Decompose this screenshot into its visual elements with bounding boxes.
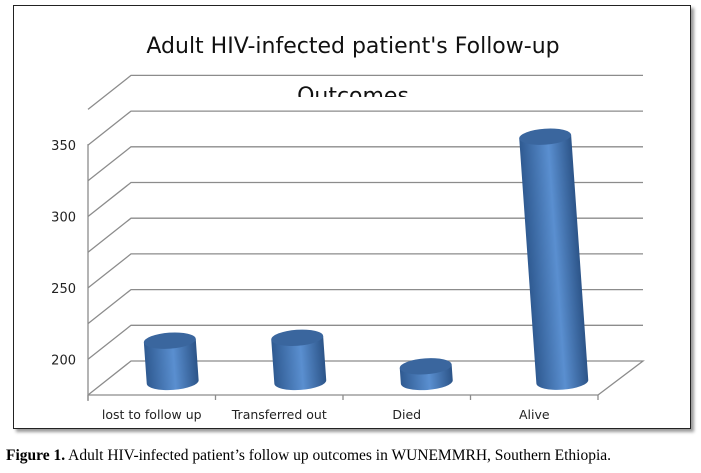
x-category-label: Transferred out [231, 407, 327, 422]
bar-top [143, 332, 196, 349]
floor [87, 360, 645, 396]
gridline [87, 253, 643, 289]
bar-top [519, 128, 572, 145]
bar-top [399, 358, 452, 375]
y-tick-label: 300 [51, 211, 76, 226]
gridline [87, 146, 643, 182]
gridline [87, 110, 643, 146]
gridline [87, 288, 643, 325]
bar-top [271, 329, 324, 346]
y-tick-label: 250 [51, 282, 76, 297]
gridline [87, 324, 643, 360]
gridline [87, 74, 643, 110]
chart-title-line2: Outcomes [297, 84, 409, 109]
y-tick-label: 350 [51, 139, 76, 154]
gridline [87, 217, 643, 253]
x-category-label: Alive [519, 407, 550, 422]
figure-caption: Figure 1. Adult HIV-infected patient’s f… [6, 447, 611, 465]
caption-text: Adult HIV-infected patient’s follow up o… [65, 447, 612, 464]
bar-transferred-out [271, 335, 327, 391]
x-category-label: Died [392, 407, 421, 422]
bar-lost-to-follow-up [143, 338, 199, 391]
bar-alive [519, 134, 589, 390]
x-category-label: lost to follow up [102, 407, 202, 422]
chart-title-line1: Adult HIV-infected patient's Follow-up [146, 34, 559, 59]
y-tick-label: 200 [51, 353, 76, 368]
caption-label: Figure 1. [6, 447, 66, 464]
gridline [87, 181, 643, 218]
